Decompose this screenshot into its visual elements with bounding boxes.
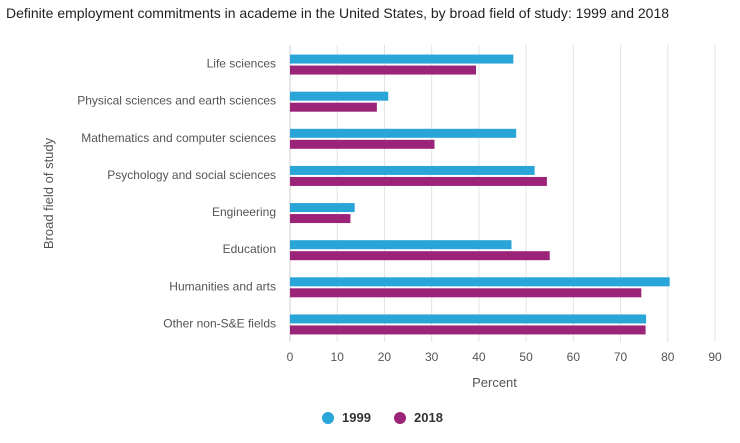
bar-2018 <box>290 176 547 186</box>
x-tick-label-70: 70 <box>614 350 628 364</box>
legend-swatch-1999 <box>322 411 334 424</box>
x-axis-title: Percent <box>472 375 517 390</box>
bar-1999 <box>290 165 535 175</box>
bar-2018 <box>290 214 351 224</box>
category-label: Humanities and arts <box>169 279 276 293</box>
bar-2018 <box>290 325 646 335</box>
y-axis-title: Broad field of study <box>41 137 56 249</box>
bar-1999 <box>290 203 355 213</box>
category-label: Education <box>223 242 276 256</box>
bar-1999 <box>290 128 517 138</box>
x-tick-label-60: 60 <box>567 350 581 364</box>
x-tick-label-90: 90 <box>708 350 722 364</box>
category-label: Mathematics and computer sciences <box>81 131 276 145</box>
bar-1999 <box>290 277 670 287</box>
legend-label-2018: 2018 <box>414 410 443 425</box>
x-tick-label-50: 50 <box>519 350 533 364</box>
bar-1999 <box>290 54 514 64</box>
category-label: Physical sciences and earth sciences <box>77 94 276 108</box>
legend-label-1999: 1999 <box>342 410 371 425</box>
legend-item-1999[interactable]: 1999 <box>322 410 371 425</box>
bar-chart: 0 10 20 30 40 50 60 70 80 90 Life sciences Physical… <box>41 45 722 390</box>
bar-2018 <box>290 139 435 149</box>
category-label: Psychology and social sciences <box>107 168 276 182</box>
legend-item-2018[interactable]: 2018 <box>394 410 443 425</box>
bar-2018 <box>290 288 642 298</box>
category-label: Other non-S&E fields <box>163 316 276 330</box>
bar-2018 <box>290 251 550 261</box>
x-tick-label-10: 10 <box>331 350 345 364</box>
legend-swatch-2018 <box>394 411 406 424</box>
category-label: Life sciences <box>207 57 276 71</box>
bar-2018 <box>290 102 377 112</box>
bar-1999 <box>290 240 512 250</box>
bar-1999 <box>290 314 647 324</box>
x-tick-label-20: 20 <box>378 350 392 364</box>
chart-legend: 1999 2018 <box>0 404 740 434</box>
x-tick-label-80: 80 <box>661 350 675 364</box>
bar-2018 <box>290 65 477 75</box>
x-tick-label-0: 0 <box>287 350 294 364</box>
chart-title: Definite employment commitments in acade… <box>6 5 670 21</box>
x-tick-label-30: 30 <box>425 350 439 364</box>
bar-1999 <box>290 91 389 101</box>
category-label: Engineering <box>212 205 276 219</box>
x-tick-label-40: 40 <box>472 350 486 364</box>
